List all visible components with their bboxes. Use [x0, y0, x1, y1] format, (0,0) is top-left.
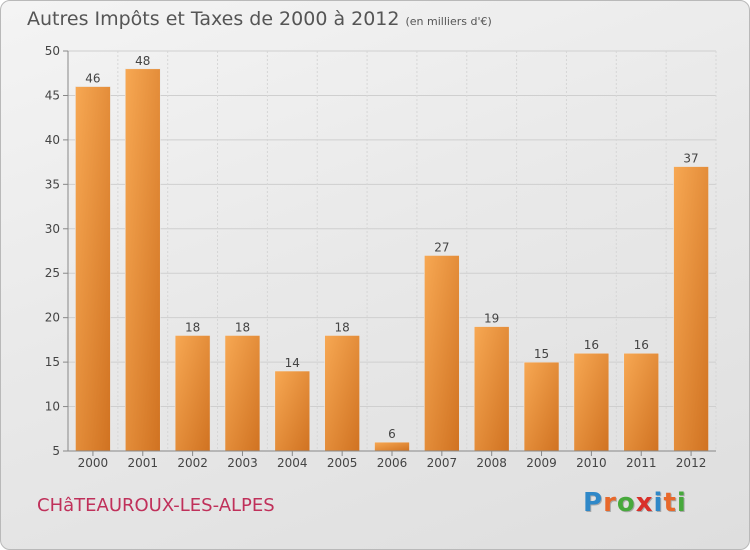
y-tick-label: 15 — [45, 355, 60, 369]
commune-name: CHâTEAUROUX-LES-ALPES — [37, 495, 275, 516]
y-tick-label: 30 — [45, 222, 60, 236]
logo-letter: r — [603, 488, 617, 518]
logo-letter: P — [583, 488, 604, 518]
data-label-2003: 18 — [235, 320, 250, 334]
chart-title: Autres Impôts et Taxes de 2000 à 2012 — [27, 8, 400, 30]
x-tick-label-2003: 2003 — [227, 456, 258, 470]
x-tick-label-2004: 2004 — [277, 456, 308, 470]
bar-2005 — [324, 335, 360, 452]
logo-letter: i — [653, 488, 664, 518]
data-label-2010: 16 — [584, 338, 599, 352]
bar-2006 — [374, 441, 410, 452]
x-tick-label-2010: 2010 — [576, 456, 607, 470]
proxiti-logo: Proxiti — [583, 488, 687, 518]
logo-letter: i — [676, 488, 687, 518]
data-label-2007: 27 — [434, 240, 449, 254]
bar-2009 — [523, 361, 560, 452]
chart-unit: (en milliers d'€) — [405, 15, 492, 28]
logo-letter: t — [663, 488, 677, 518]
chart-title-block: Autres Impôts et Taxes de 2000 à 2012 (en… — [27, 8, 492, 30]
x-tick-label-2007: 2007 — [427, 456, 458, 470]
bar-2008 — [473, 326, 510, 452]
data-label-2005: 18 — [335, 320, 350, 334]
data-label-2001: 48 — [135, 54, 150, 68]
data-label-2002: 18 — [185, 320, 200, 334]
data-label-2012: 37 — [683, 152, 698, 166]
x-tick-label-2001: 2001 — [127, 456, 158, 470]
bar-2010 — [573, 352, 610, 452]
y-tick-label: 45 — [45, 88, 60, 102]
y-tick-label: 5 — [52, 444, 60, 458]
x-tick-label-2009: 2009 — [526, 456, 557, 470]
logo-letter: x — [635, 488, 654, 518]
data-label-2006: 6 — [388, 427, 396, 441]
y-tick-label: 25 — [45, 266, 60, 280]
x-tick-label-2002: 2002 — [177, 456, 208, 470]
x-tick-label-2006: 2006 — [377, 456, 408, 470]
y-tick-label: 10 — [45, 400, 60, 414]
data-label-2004: 14 — [285, 356, 300, 370]
data-label-2009: 15 — [534, 347, 549, 361]
bar-2001 — [124, 68, 161, 452]
logo-letter: o — [616, 488, 636, 518]
bar-2003 — [224, 335, 261, 452]
x-tick-label-2012: 2012 — [676, 456, 707, 470]
y-tick-label: 20 — [45, 311, 60, 325]
x-tick-label-2000: 2000 — [78, 456, 109, 470]
data-label-2011: 16 — [634, 338, 649, 352]
y-tick-label: 50 — [45, 44, 60, 58]
bar-2004 — [274, 370, 311, 452]
bar-2000 — [75, 86, 111, 452]
bar-2002 — [174, 335, 211, 452]
y-tick-label: 40 — [45, 133, 60, 147]
x-tick-label-2008: 2008 — [476, 456, 507, 470]
bar-2012 — [673, 166, 709, 452]
data-label-2008: 19 — [484, 312, 499, 326]
data-label-2000: 46 — [85, 72, 100, 86]
x-tick-label-2005: 2005 — [327, 456, 358, 470]
bar-2011 — [623, 352, 660, 452]
y-tick-label: 35 — [45, 177, 60, 191]
x-tick-label-2011: 2011 — [626, 456, 657, 470]
bar-2007 — [424, 255, 460, 452]
